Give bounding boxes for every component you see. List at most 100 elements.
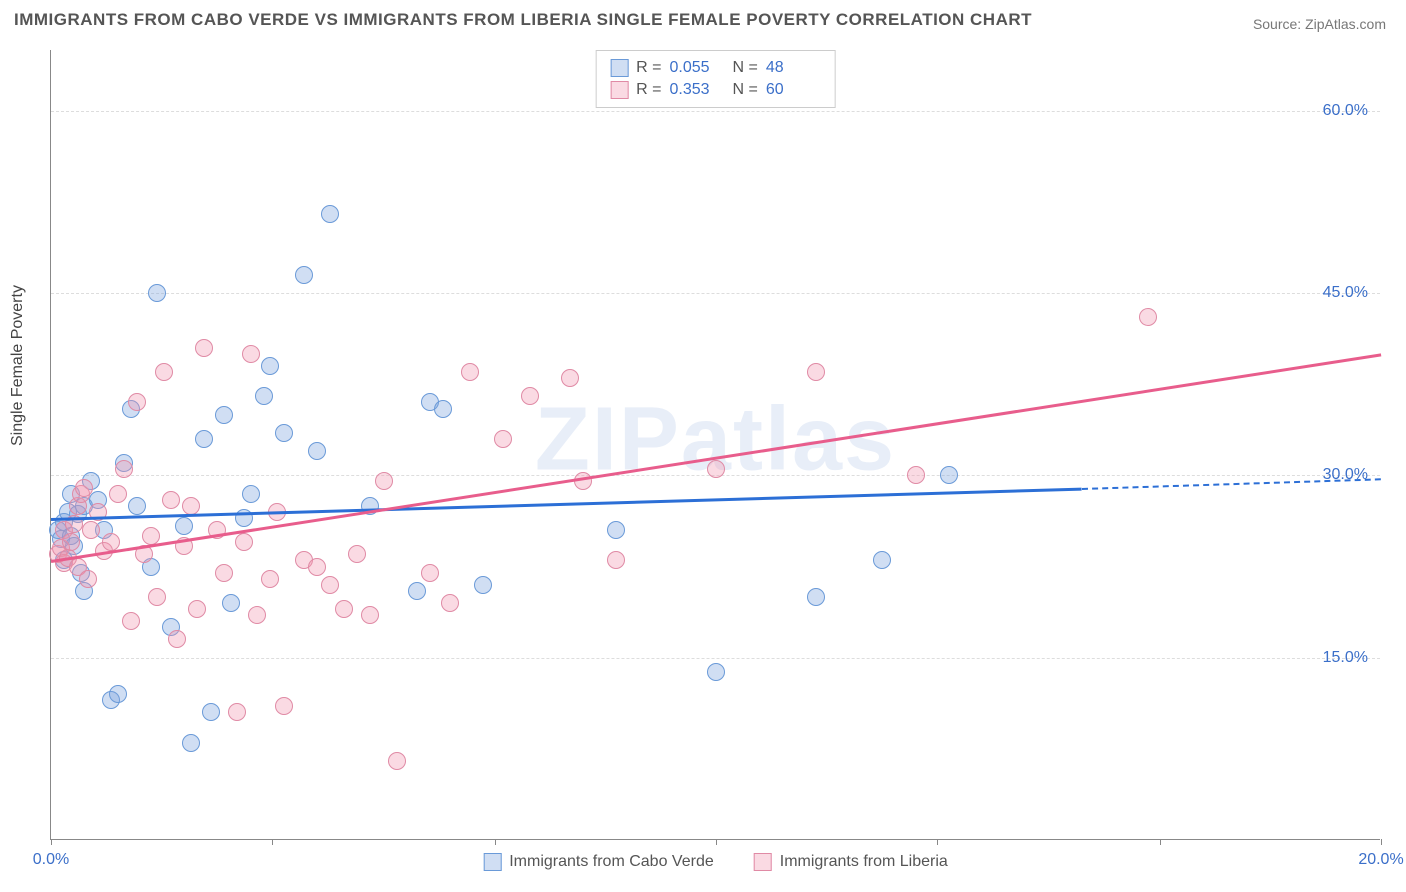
legend-stat-row: R = 0.353 N = 60: [610, 79, 821, 101]
scatter-point: [235, 533, 253, 551]
scatter-point: [494, 430, 512, 448]
gridline: [51, 293, 1380, 294]
scatter-point: [607, 551, 625, 569]
x-tick: [937, 839, 938, 845]
legend-stats: R = 0.055 N = 48 R = 0.353 N = 60: [595, 50, 836, 108]
legend-item: Immigrants from Cabo Verde: [483, 853, 714, 871]
scatter-point: [261, 357, 279, 375]
scatter-point: [255, 387, 273, 405]
scatter-point: [62, 533, 80, 551]
scatter-point: [261, 570, 279, 588]
legend-r-value: 0.055: [670, 59, 725, 77]
scatter-point: [335, 600, 353, 618]
scatter-point: [707, 460, 725, 478]
scatter-point: [215, 406, 233, 424]
legend-r-label: R =: [636, 59, 661, 77]
scatter-point: [248, 606, 266, 624]
scatter-point: [128, 497, 146, 515]
trend-line: [51, 488, 1082, 521]
scatter-point: [607, 521, 625, 539]
scatter-point: [807, 588, 825, 606]
x-tick: [272, 839, 273, 845]
legend-swatch: [483, 853, 501, 871]
scatter-point: [275, 697, 293, 715]
source-label: Source: ZipAtlas.com: [1253, 16, 1386, 32]
scatter-point: [940, 466, 958, 484]
scatter-point: [215, 564, 233, 582]
legend-n-label: N =: [733, 81, 758, 99]
scatter-point: [421, 564, 439, 582]
legend-item-label: Immigrants from Cabo Verde: [509, 853, 714, 871]
scatter-point: [388, 752, 406, 770]
y-axis-label: Single Female Poverty: [9, 285, 27, 446]
scatter-point: [242, 485, 260, 503]
scatter-point: [202, 703, 220, 721]
chart-title: IMMIGRANTS FROM CABO VERDE VS IMMIGRANTS…: [14, 10, 1032, 30]
scatter-point: [195, 430, 213, 448]
scatter-point: [102, 533, 120, 551]
x-tick: [1381, 839, 1382, 845]
scatter-point: [408, 582, 426, 600]
scatter-point: [175, 517, 193, 535]
scatter-point: [82, 521, 100, 539]
legend-item: Immigrants from Liberia: [754, 853, 948, 871]
scatter-point: [109, 685, 127, 703]
scatter-point: [434, 400, 452, 418]
legend-swatch: [754, 853, 772, 871]
scatter-point: [873, 551, 891, 569]
legend-swatch: [610, 59, 628, 77]
y-tick-label: 60.0%: [1323, 102, 1368, 120]
scatter-point: [474, 576, 492, 594]
legend-n-value: 48: [766, 59, 821, 77]
scatter-point: [128, 393, 146, 411]
scatter-point: [441, 594, 459, 612]
x-tick: [495, 839, 496, 845]
scatter-point: [461, 363, 479, 381]
scatter-point: [155, 363, 173, 381]
scatter-point: [75, 479, 93, 497]
scatter-point: [707, 663, 725, 681]
x-tick-label: 0.0%: [33, 851, 69, 869]
y-tick-label: 45.0%: [1323, 284, 1368, 302]
y-tick-label: 15.0%: [1323, 649, 1368, 667]
legend-series: Immigrants from Cabo Verde Immigrants fro…: [483, 853, 948, 871]
scatter-point: [122, 612, 140, 630]
scatter-point: [222, 594, 240, 612]
scatter-point: [242, 345, 260, 363]
gridline: [51, 658, 1380, 659]
scatter-point: [168, 630, 186, 648]
trend-line: [51, 354, 1381, 563]
scatter-point: [308, 558, 326, 576]
scatter-point: [79, 570, 97, 588]
plot-area: ZIPatlas R =0.055N =48R =0.353N =60 Immi…: [50, 50, 1380, 840]
scatter-point: [807, 363, 825, 381]
scatter-point: [348, 545, 366, 563]
scatter-point: [361, 606, 379, 624]
scatter-point: [907, 466, 925, 484]
scatter-point: [321, 205, 339, 223]
scatter-point: [115, 460, 133, 478]
scatter-point: [228, 703, 246, 721]
scatter-point: [561, 369, 579, 387]
scatter-point: [1139, 308, 1157, 326]
gridline: [51, 111, 1380, 112]
scatter-point: [308, 442, 326, 460]
scatter-point: [275, 424, 293, 442]
legend-item-label: Immigrants from Liberia: [780, 853, 948, 871]
scatter-point: [295, 266, 313, 284]
legend-swatch: [610, 81, 628, 99]
scatter-point: [574, 472, 592, 490]
x-tick: [51, 839, 52, 845]
legend-n-value: 60: [766, 81, 821, 99]
x-tick: [716, 839, 717, 845]
scatter-point: [162, 491, 180, 509]
legend-r-label: R =: [636, 81, 661, 99]
x-tick-label: 20.0%: [1358, 851, 1403, 869]
scatter-point: [195, 339, 213, 357]
scatter-point: [182, 734, 200, 752]
scatter-point: [521, 387, 539, 405]
scatter-point: [375, 472, 393, 490]
legend-r-value: 0.353: [670, 81, 725, 99]
scatter-point: [188, 600, 206, 618]
legend-n-label: N =: [733, 59, 758, 77]
